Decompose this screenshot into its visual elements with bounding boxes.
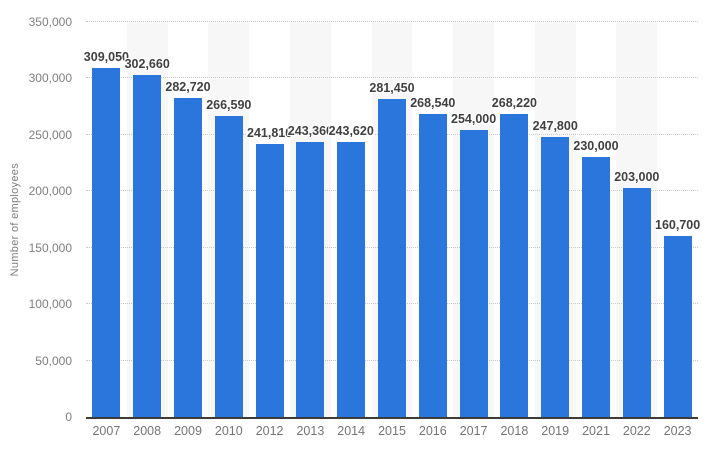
y-tick-label: 0	[65, 410, 72, 424]
x-tick-label: 2016	[418, 424, 447, 438]
bar[interactable]	[255, 144, 284, 417]
x-tick-label: 2007	[92, 424, 121, 438]
bar-value-label: 282,720	[165, 80, 211, 94]
x-tick-label: 2008	[133, 424, 162, 438]
y-tick-label: 300,000	[28, 71, 72, 86]
bar-value-label: 281,450	[369, 81, 415, 95]
bar-value-label: 243,620	[328, 124, 374, 138]
bar[interactable]	[418, 114, 447, 417]
bar[interactable]	[296, 142, 325, 417]
x-tick-label: 2022	[622, 424, 651, 438]
bar-value-label: 230,000	[573, 139, 619, 153]
bar-value-label: 254,000	[451, 112, 497, 126]
x-tick-label: 2023	[663, 424, 692, 438]
bar[interactable]	[459, 130, 488, 417]
x-tick-label: 2018	[500, 424, 529, 438]
x-tick-label: 2013	[296, 424, 325, 438]
y-tick-label: 350,000	[28, 15, 72, 29]
y-tick-label: 100,000	[28, 297, 72, 312]
x-tick-label: 2019	[541, 424, 570, 438]
bar-value-label: 268,540	[410, 96, 456, 110]
bar[interactable]	[622, 188, 651, 417]
bar[interactable]	[582, 157, 610, 417]
bar-value-label: 302,660	[124, 57, 170, 71]
x-tick-label: 2010	[214, 424, 243, 438]
x-tick-label: 2009	[174, 424, 202, 438]
y-tick-label: 50,000	[35, 353, 72, 368]
x-tick-label: 2015	[378, 424, 406, 438]
plot-area: 309,050 302,660 282,720 266,590 241,810 243,3…	[83, 21, 701, 419]
bar-value-label: 160,700	[655, 218, 701, 232]
gridline	[86, 77, 698, 79]
bar[interactable]	[541, 137, 570, 417]
gridline	[86, 21, 698, 22]
x-tick-label: 2017	[459, 424, 488, 438]
bar-value-label: 309,050	[83, 50, 129, 64]
bar[interactable]	[378, 99, 406, 417]
y-axis-labels: 0 50,000 100,000 150,000 200,000 250,000 300,0…	[0, 15, 72, 424]
bar[interactable]	[500, 114, 529, 417]
bar-value-label: 268,220	[491, 96, 537, 110]
bar[interactable]	[174, 98, 202, 417]
x-tick-label: 2012	[255, 424, 284, 438]
bar[interactable]	[214, 116, 243, 417]
x-axis-labels: 2007 2008 2009 2010 2012 2013 2014 2015 2016 2017…	[86, 424, 698, 444]
bar[interactable]	[663, 236, 692, 417]
bar[interactable]	[92, 68, 121, 417]
bar-value-label: 247,800	[532, 119, 578, 133]
bar-value-label: 243,360	[287, 124, 333, 138]
bar-value-label: 203,000	[614, 170, 660, 184]
x-tick-label: 2014	[337, 424, 366, 438]
y-tick-label: 150,000	[28, 240, 72, 255]
bar[interactable]	[133, 75, 162, 417]
bar-value-label: 241,810	[247, 126, 293, 140]
bar-value-label: 266,590	[206, 98, 252, 112]
bar[interactable]	[337, 142, 366, 417]
x-tick-label: 2021	[582, 424, 610, 438]
y-tick-label: 200,000	[28, 184, 72, 199]
y-tick-label: 250,000	[28, 127, 72, 142]
